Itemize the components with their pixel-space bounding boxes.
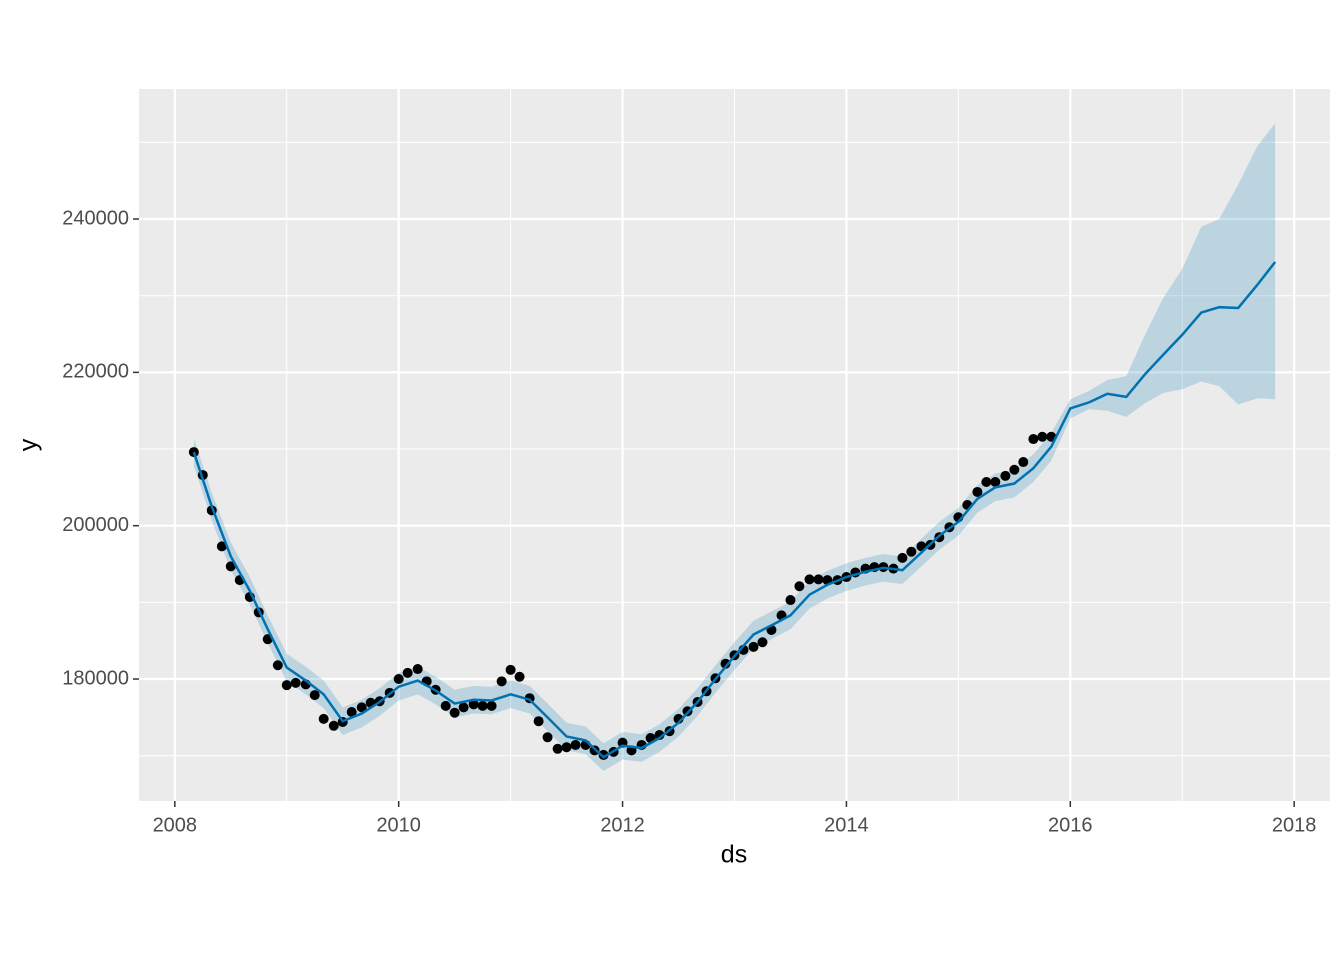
observed-point [216,541,227,552]
observed-point [281,680,292,691]
observed-point [272,660,283,671]
observed-point [1037,431,1048,442]
observed-point [356,702,367,713]
observed-point [458,702,469,713]
observed-point [813,574,824,585]
observed-point [906,546,917,557]
observed-point [477,700,488,711]
observed-point [486,700,497,711]
x-tick-label: 2008 [153,814,198,836]
x-tick-label: 2014 [824,814,869,836]
observed-point [561,742,572,753]
observed-point [402,667,413,678]
x-tick-label: 2018 [1272,814,1317,836]
observed-point [505,664,516,675]
marks [188,123,1277,772]
x-axis-title: ds [721,841,747,869]
observed-point [1009,464,1020,475]
x-tick-label: 2010 [376,814,421,836]
observed-point [990,476,1001,487]
observed-point [318,713,329,724]
observed-point [598,749,609,760]
observed-point [346,706,357,717]
observed-point [1028,434,1039,445]
y-tick-label: 180000 [62,667,129,689]
observed-point [309,690,320,701]
observed-point [290,677,301,688]
observed-point [1000,470,1011,481]
observed-point [514,671,525,682]
observed-point [225,561,236,572]
y-tick-label: 200000 [62,514,129,536]
observed-point [757,637,768,648]
observed-point [440,700,451,711]
grid [139,89,1330,801]
observed-point [542,732,553,743]
forecast-line [192,261,1277,759]
x-tick-label: 2012 [600,814,645,836]
observed-point [804,574,815,585]
observed-point [570,739,581,750]
observed-point [1018,457,1029,468]
observed-point [552,743,563,754]
observed-point [496,676,507,687]
labels: 2008 2010 2012 2014 2016 2018 180000 200000 2200… [62,207,1316,836]
observed-point [449,707,460,718]
observed-point [412,664,423,675]
observed-point [720,658,731,669]
observed-point [785,595,796,606]
observed-point [468,699,479,710]
observed-point [794,581,805,592]
observed-point [328,720,339,731]
y-tick-label: 220000 [62,361,129,383]
observed-point [972,486,983,497]
observed-point [897,552,908,563]
observed-point [393,674,404,685]
observed-point [748,641,759,652]
observed-point [981,476,992,487]
observed-point [533,716,544,727]
y-axis-title: y [15,438,43,451]
x-tick-label: 2016 [1048,814,1093,836]
y-tick-label: 240000 [62,207,129,229]
